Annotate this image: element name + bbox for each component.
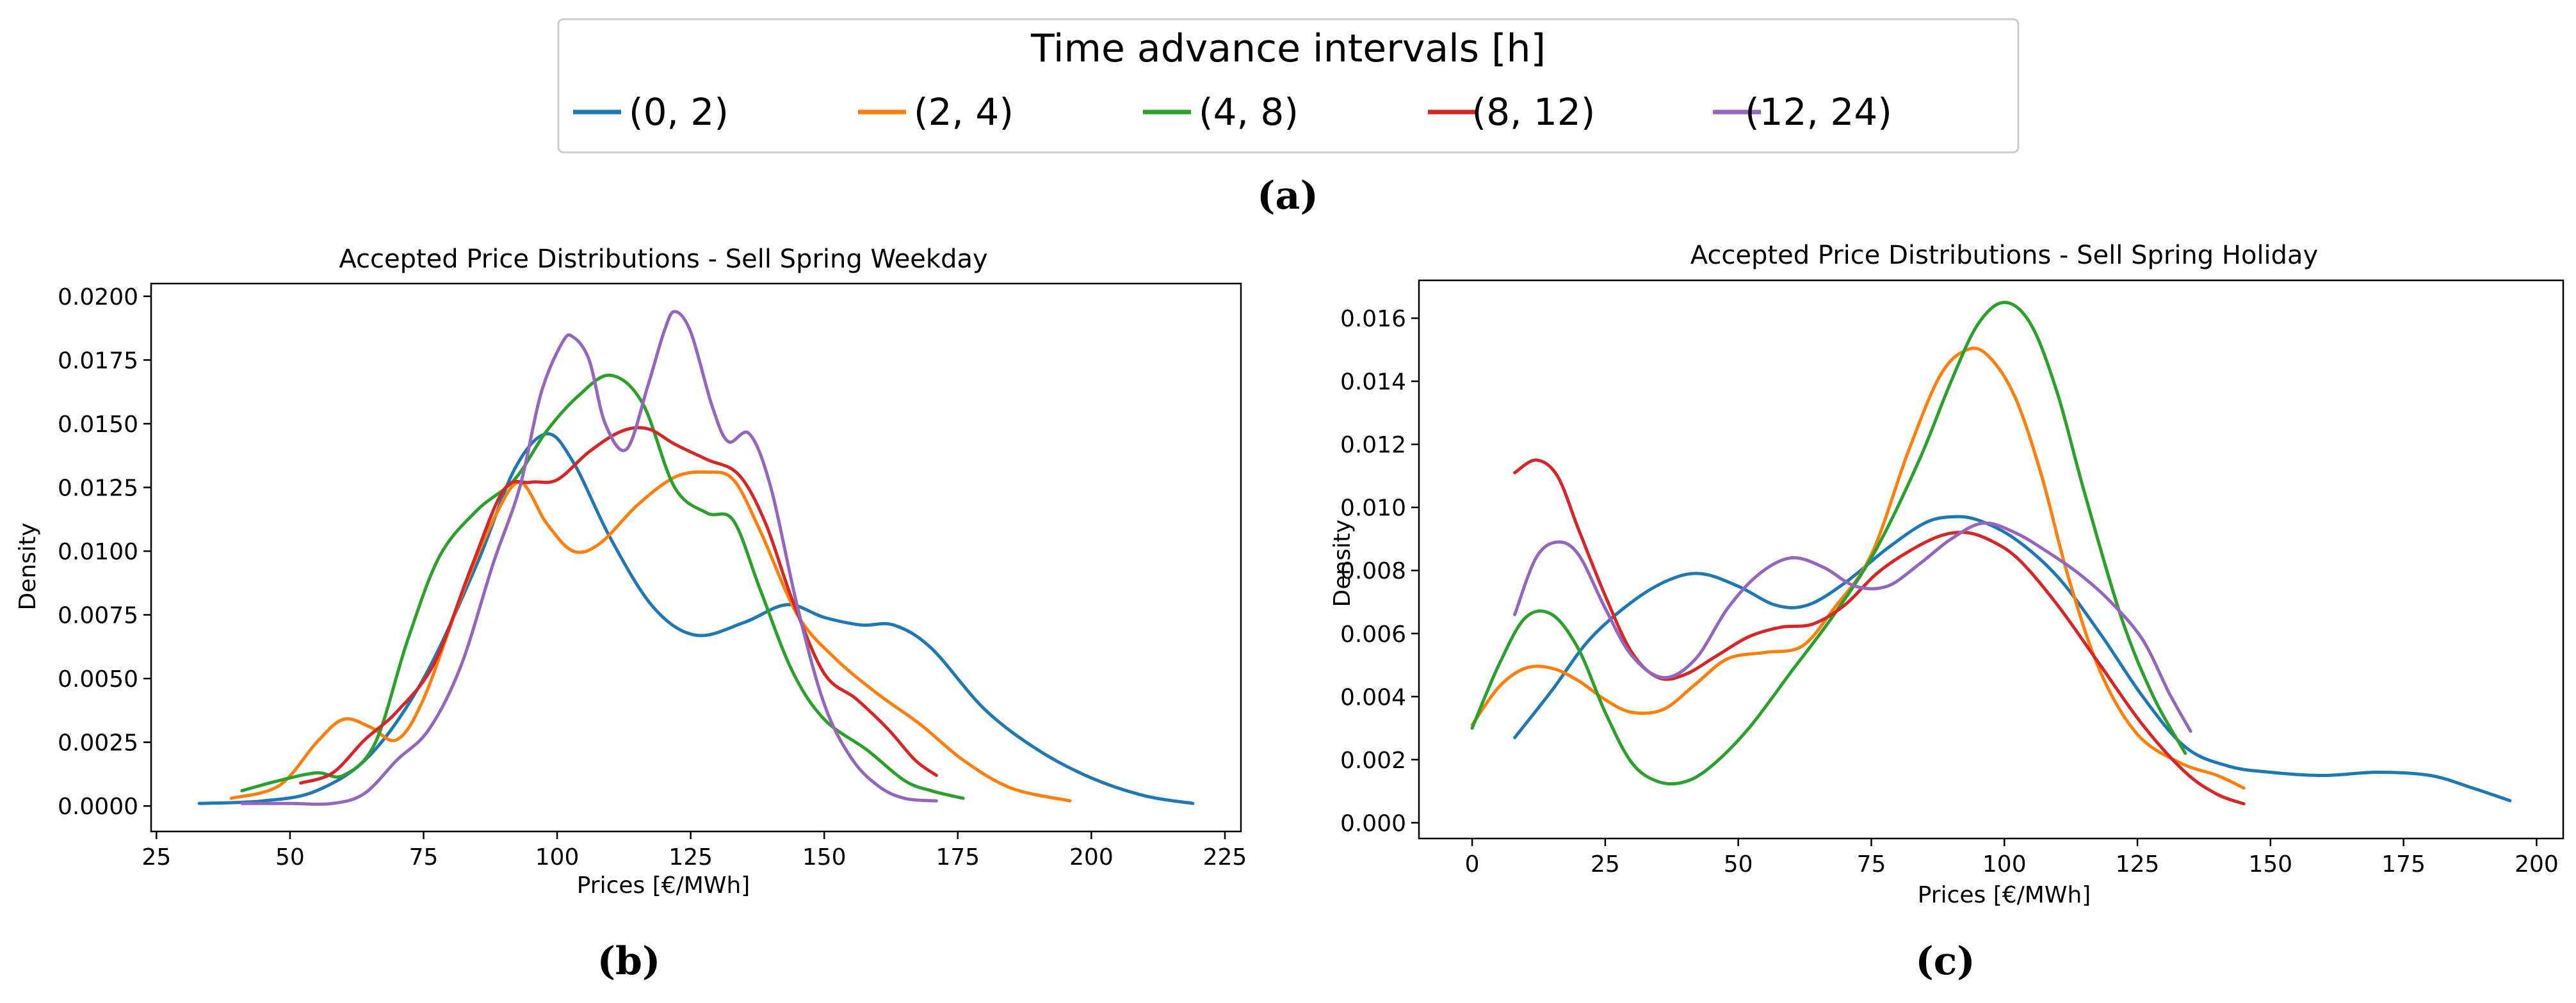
chart-holiday-ytick-label-6: 0.012 (1340, 432, 1406, 458)
caption-c: (c) (1915, 939, 1975, 984)
chart-weekday-ytick-label-8: 0.0200 (58, 284, 138, 310)
chart-weekday-xtick-label-5: 150 (802, 844, 847, 871)
caption-b: (b) (597, 939, 661, 984)
chart-weekday-ytick-label-5: 0.0125 (58, 476, 138, 502)
legend-label-1: (2, 4) (914, 90, 1014, 134)
legend-entries: (0, 2) (2, 4) (4, 8) (8, 12) (12, 24) (573, 90, 1892, 134)
chart-weekday-xtick-label-6: 175 (936, 844, 980, 871)
chart-holiday-plot: 0 25 50 75 100 125 150 175 200 0.000 0.002 0.004 0.0… (1340, 279, 2564, 878)
chart-holiday-xtick-label-2: 50 (1724, 851, 1753, 878)
chart-weekday: Accepted Price Distributions - Sell Spri… (15, 245, 1247, 899)
chart-weekday-xtick-label-2: 75 (409, 844, 439, 871)
chart-weekday-xlabel: Prices [€/MWh] (577, 872, 750, 899)
chart-holiday: Accepted Price Distributions - Sell Spri… (1329, 241, 2564, 908)
chart-weekday-series-line-1 (229, 470, 1072, 803)
chart-holiday-xtick-label-4: 100 (1982, 851, 2027, 878)
chart-holiday-xtick-label-5: 125 (2116, 851, 2160, 878)
chart-weekday-ylabel: Density (15, 523, 41, 611)
chart-holiday-axes-frame (1418, 279, 2564, 840)
chart-weekday-ytick-label-3: 0.0075 (58, 603, 138, 629)
legend-label-4: (12, 24) (1745, 90, 1892, 134)
chart-weekday-ytick-label-7: 0.0175 (58, 348, 138, 374)
legend-frame (557, 18, 2020, 154)
chart-weekday-xtick-label-8: 225 (1203, 844, 1247, 871)
chart-weekday-plot: 25 50 75 100 125 150 175 200 225 0.0000 0.0025 0.00… (58, 282, 1247, 871)
legend-label-2: (4, 8) (1199, 90, 1299, 134)
chart-holiday-xtick-label-8: 200 (2515, 851, 2559, 878)
chart-holiday-xlabel: Prices [€/MWh] (1918, 882, 2091, 908)
chart-holiday-xtick-label-3: 75 (1857, 851, 1886, 878)
chart-holiday-title: Accepted Price Distributions - Sell Spri… (1690, 241, 2319, 270)
chart-weekday-series-line-0 (197, 432, 1195, 805)
chart-holiday-ytick-label-1: 0.002 (1340, 748, 1406, 774)
chart-weekday-xtick-label-7: 200 (1069, 844, 1114, 871)
chart-holiday-ytick-label-5: 0.010 (1340, 495, 1406, 522)
chart-weekday-series-line-4 (240, 310, 938, 806)
legend: Time advance intervals [h] (0, 2) (2, 4)(… (557, 18, 2020, 154)
chart-holiday-ytick-label-4: 0.008 (1340, 558, 1406, 584)
chart-weekday-ytick-label-1: 0.0025 (58, 730, 138, 757)
chart-weekday-xtick-label-4: 125 (668, 844, 713, 871)
chart-holiday-ytick-label-0: 0.000 (1340, 810, 1406, 837)
chart-holiday-xtick-label-0: 0 (1465, 851, 1480, 878)
chart-holiday-xtick-label-7: 175 (2381, 851, 2426, 878)
chart-holiday-ytick-label-8: 0.016 (1340, 306, 1406, 332)
chart-weekday-ytick-label-2: 0.0050 (58, 666, 138, 693)
chart-weekday-xtick-label-3: 100 (535, 844, 579, 871)
chart-holiday-series-line-3 (1513, 458, 2246, 806)
chart-weekday-title: Accepted Price Distributions - Sell Spri… (339, 245, 987, 274)
chart-weekday-series-line-3 (299, 426, 938, 785)
legend-label-3: (8, 12) (1472, 90, 1596, 134)
chart-holiday-ylabel: Density (1329, 520, 1356, 607)
chart-weekday-ytick-label-4: 0.0100 (58, 539, 138, 565)
chart-holiday-series-line-4 (1513, 521, 2192, 733)
chart-weekday-ytick-label-6: 0.0150 (58, 412, 138, 438)
chart-holiday-series-line-0 (1513, 515, 2512, 803)
chart-holiday-ytick-label-7: 0.014 (1340, 369, 1406, 396)
chart-holiday-ytick-label-3: 0.006 (1340, 622, 1406, 648)
chart-holiday-xtick-label-6: 150 (2249, 851, 2293, 878)
chart-weekday-xtick-label-0: 25 (142, 844, 171, 871)
chart-holiday-series-line-2 (1470, 301, 2187, 786)
chart-holiday-ytick-label-2: 0.004 (1340, 684, 1406, 710)
legend-title: Time advance intervals [h] (1030, 26, 1546, 71)
chart-weekday-series-line-2 (240, 373, 965, 800)
chart-weekday-xtick-label-1: 50 (275, 844, 305, 871)
chart-holiday-xtick-label-1: 25 (1591, 851, 1620, 878)
legend-label-0: (0, 2) (629, 90, 729, 134)
chart-weekday-axes-frame (150, 282, 1242, 833)
caption-a: (a) (1257, 173, 1318, 218)
chart-weekday-ytick-label-0: 0.0000 (58, 794, 138, 820)
